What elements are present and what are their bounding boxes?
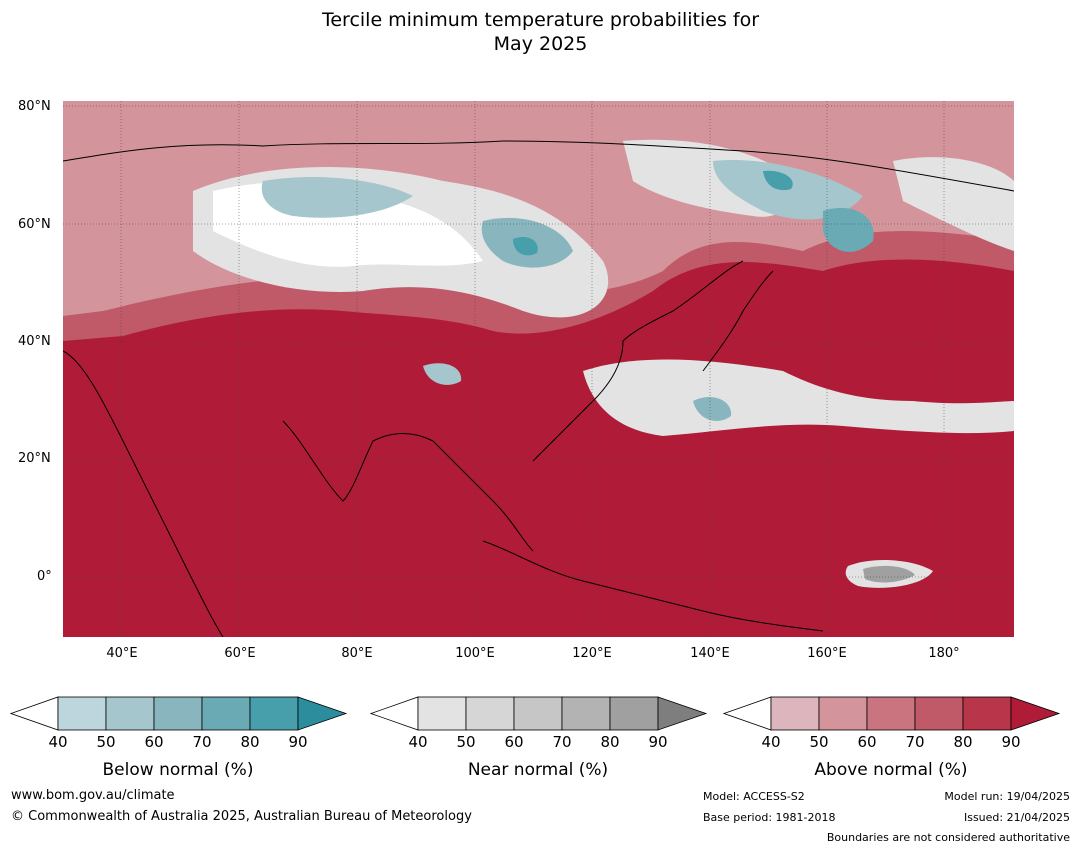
- cbar-tick: 50: [456, 733, 476, 751]
- japan-coastline: [702, 270, 774, 372]
- base-period-text: Base period: 1981-2018: [703, 811, 836, 824]
- lat-label-20n: 20°N: [18, 451, 51, 466]
- lon-label-120e: 120°E: [572, 646, 612, 661]
- arctic-coastline: [63, 140, 1014, 192]
- lon-label-180: 180°: [928, 646, 960, 661]
- lon-label-80e: 80°E: [341, 646, 373, 661]
- colorbar-swatch: [57, 696, 107, 731]
- colorbar-extend-low: [723, 696, 772, 731]
- east-asia-coastline: [532, 260, 744, 462]
- colorbar-swatch: [153, 696, 203, 731]
- cbar-tick: 90: [648, 733, 668, 751]
- colorbar-swatch: [866, 696, 916, 731]
- colorbar-extend-high: [297, 696, 348, 731]
- colorbar-swatch: [249, 696, 299, 731]
- colorbar-swatch: [201, 696, 251, 731]
- lon-label-140e: 140°E: [690, 646, 730, 661]
- colorbar-extend-high: [657, 696, 708, 731]
- cbar-tick: 60: [504, 733, 524, 751]
- title-line-2: May 2025: [493, 33, 588, 55]
- cbar-tick: 90: [1001, 733, 1021, 751]
- model-text: Model: ACCESS-S2: [703, 790, 805, 803]
- cbar-tick: 80: [240, 733, 260, 751]
- cbar-tick: 40: [408, 733, 428, 751]
- model-run-text: Model run: 19/04/2025: [944, 790, 1070, 803]
- arabia-africa-coastline: [63, 350, 224, 637]
- below-normal-region-1: [261, 176, 413, 218]
- colorbar-swatch: [609, 696, 659, 731]
- colorbar-swatch: [770, 696, 820, 731]
- colorbar-swatch: [465, 696, 515, 731]
- below-normal-tibet: [423, 363, 462, 385]
- colorbar-swatch: [818, 696, 868, 731]
- colorbar-swatch: [962, 696, 1012, 731]
- cbar-tick: 70: [192, 733, 212, 751]
- near-normal-strong-south-pacific: [863, 565, 915, 583]
- above-normal-colorbar: [723, 696, 1061, 731]
- cbar-tick: 80: [953, 733, 973, 751]
- colorbar-swatch: [914, 696, 964, 731]
- lon-label-160e: 160°E: [807, 646, 847, 661]
- near-normal-colorbar: [370, 696, 708, 731]
- cbar-tick: 70: [905, 733, 925, 751]
- probability-map: [63, 101, 1014, 637]
- cbar-tick: 60: [144, 733, 164, 751]
- colorbar-swatch: [105, 696, 155, 731]
- colorbar-extend-high: [1010, 696, 1061, 731]
- website-link[interactable]: www.bom.gov.au/climate: [11, 788, 175, 803]
- lon-label-100e: 100°E: [455, 646, 495, 661]
- colorbar-swatch: [417, 696, 467, 731]
- cbar-tick: 80: [600, 733, 620, 751]
- below-normal-pacific: [693, 396, 732, 421]
- lat-label-0: 0°: [37, 569, 52, 584]
- below-normal-region-3: [713, 160, 863, 220]
- cbar-tick: 50: [809, 733, 829, 751]
- below-normal-title: Below normal (%): [102, 760, 254, 780]
- near-normal-region-3: [893, 157, 1014, 251]
- cbar-tick: 40: [48, 733, 68, 751]
- lat-label-60n: 60°N: [18, 217, 51, 232]
- near-normal-pacific: [583, 359, 1014, 436]
- cbar-tick: 90: [288, 733, 308, 751]
- lat-label-40n: 40°N: [18, 334, 51, 349]
- boundaries-disclaimer: Boundaries are not considered authoritat…: [826, 831, 1070, 844]
- colorbar-extend-low: [10, 696, 59, 731]
- map-gridlines: [63, 101, 1014, 637]
- below-normal-strong-2: [763, 170, 793, 191]
- near-normal-title: Near normal (%): [467, 760, 609, 780]
- colorbar-swatch: [561, 696, 611, 731]
- map-title: Tercile minimum temperature probabilitie…: [0, 8, 1081, 56]
- cbar-tick: 50: [96, 733, 116, 751]
- above-normal-title: Above normal (%): [814, 760, 968, 780]
- title-line-1: Tercile minimum temperature probabilitie…: [321, 9, 760, 31]
- below-normal-region-4: [823, 207, 874, 252]
- maritime-continent-coastline: [482, 540, 824, 632]
- colorbar-extend-low: [370, 696, 419, 731]
- south-asia-coastline: [282, 420, 534, 552]
- colorbar-swatch: [513, 696, 563, 731]
- lat-label-80n: 80°N: [18, 99, 51, 114]
- cbar-tick: 70: [552, 733, 572, 751]
- copyright-text: © Commonwealth of Australia 2025, Austra…: [11, 809, 472, 824]
- map-canvas: [63, 101, 1014, 637]
- cbar-tick: 60: [857, 733, 877, 751]
- below-normal-strong-1: [513, 236, 538, 256]
- below-normal-colorbar: [10, 696, 348, 731]
- cbar-tick: 40: [761, 733, 781, 751]
- lon-label-40e: 40°E: [106, 646, 138, 661]
- issued-text: Issued: 21/04/2025: [963, 811, 1070, 824]
- lon-label-60e: 60°E: [224, 646, 256, 661]
